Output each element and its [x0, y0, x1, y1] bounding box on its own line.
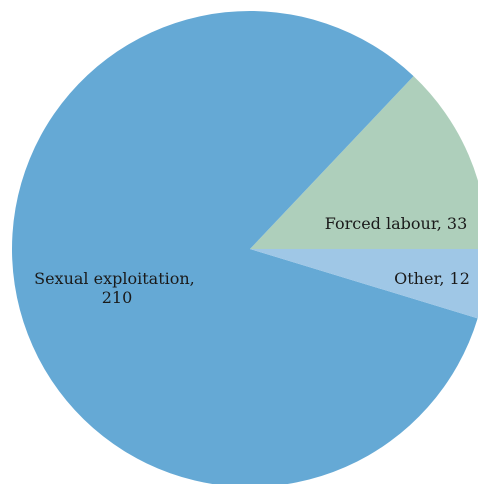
pie-slice-forced-labour	[250, 76, 478, 249]
slice-label-forced-labour: Forced labour, 33	[325, 214, 468, 233]
pie-labels: Sexual exploitation, 210 Forced labour, …	[34, 214, 470, 307]
slice-label-other: Other, 12	[394, 269, 470, 288]
slice-label-sexual-exploitation-line-1: Sexual exploitation,	[34, 269, 195, 288]
slice-label-sexual-exploitation-line-2: 210	[102, 288, 133, 307]
pie-slice-other	[250, 249, 478, 319]
pie-slice-sexual-exploitation	[12, 11, 478, 484]
slice-label-sexual-exploitation: Sexual exploitation, 210	[34, 269, 200, 307]
pie-slices	[12, 11, 478, 484]
slice-label-forced-labour-line-1: Forced labour, 33	[325, 214, 468, 233]
slice-label-other-line-1: Other, 12	[394, 269, 470, 288]
